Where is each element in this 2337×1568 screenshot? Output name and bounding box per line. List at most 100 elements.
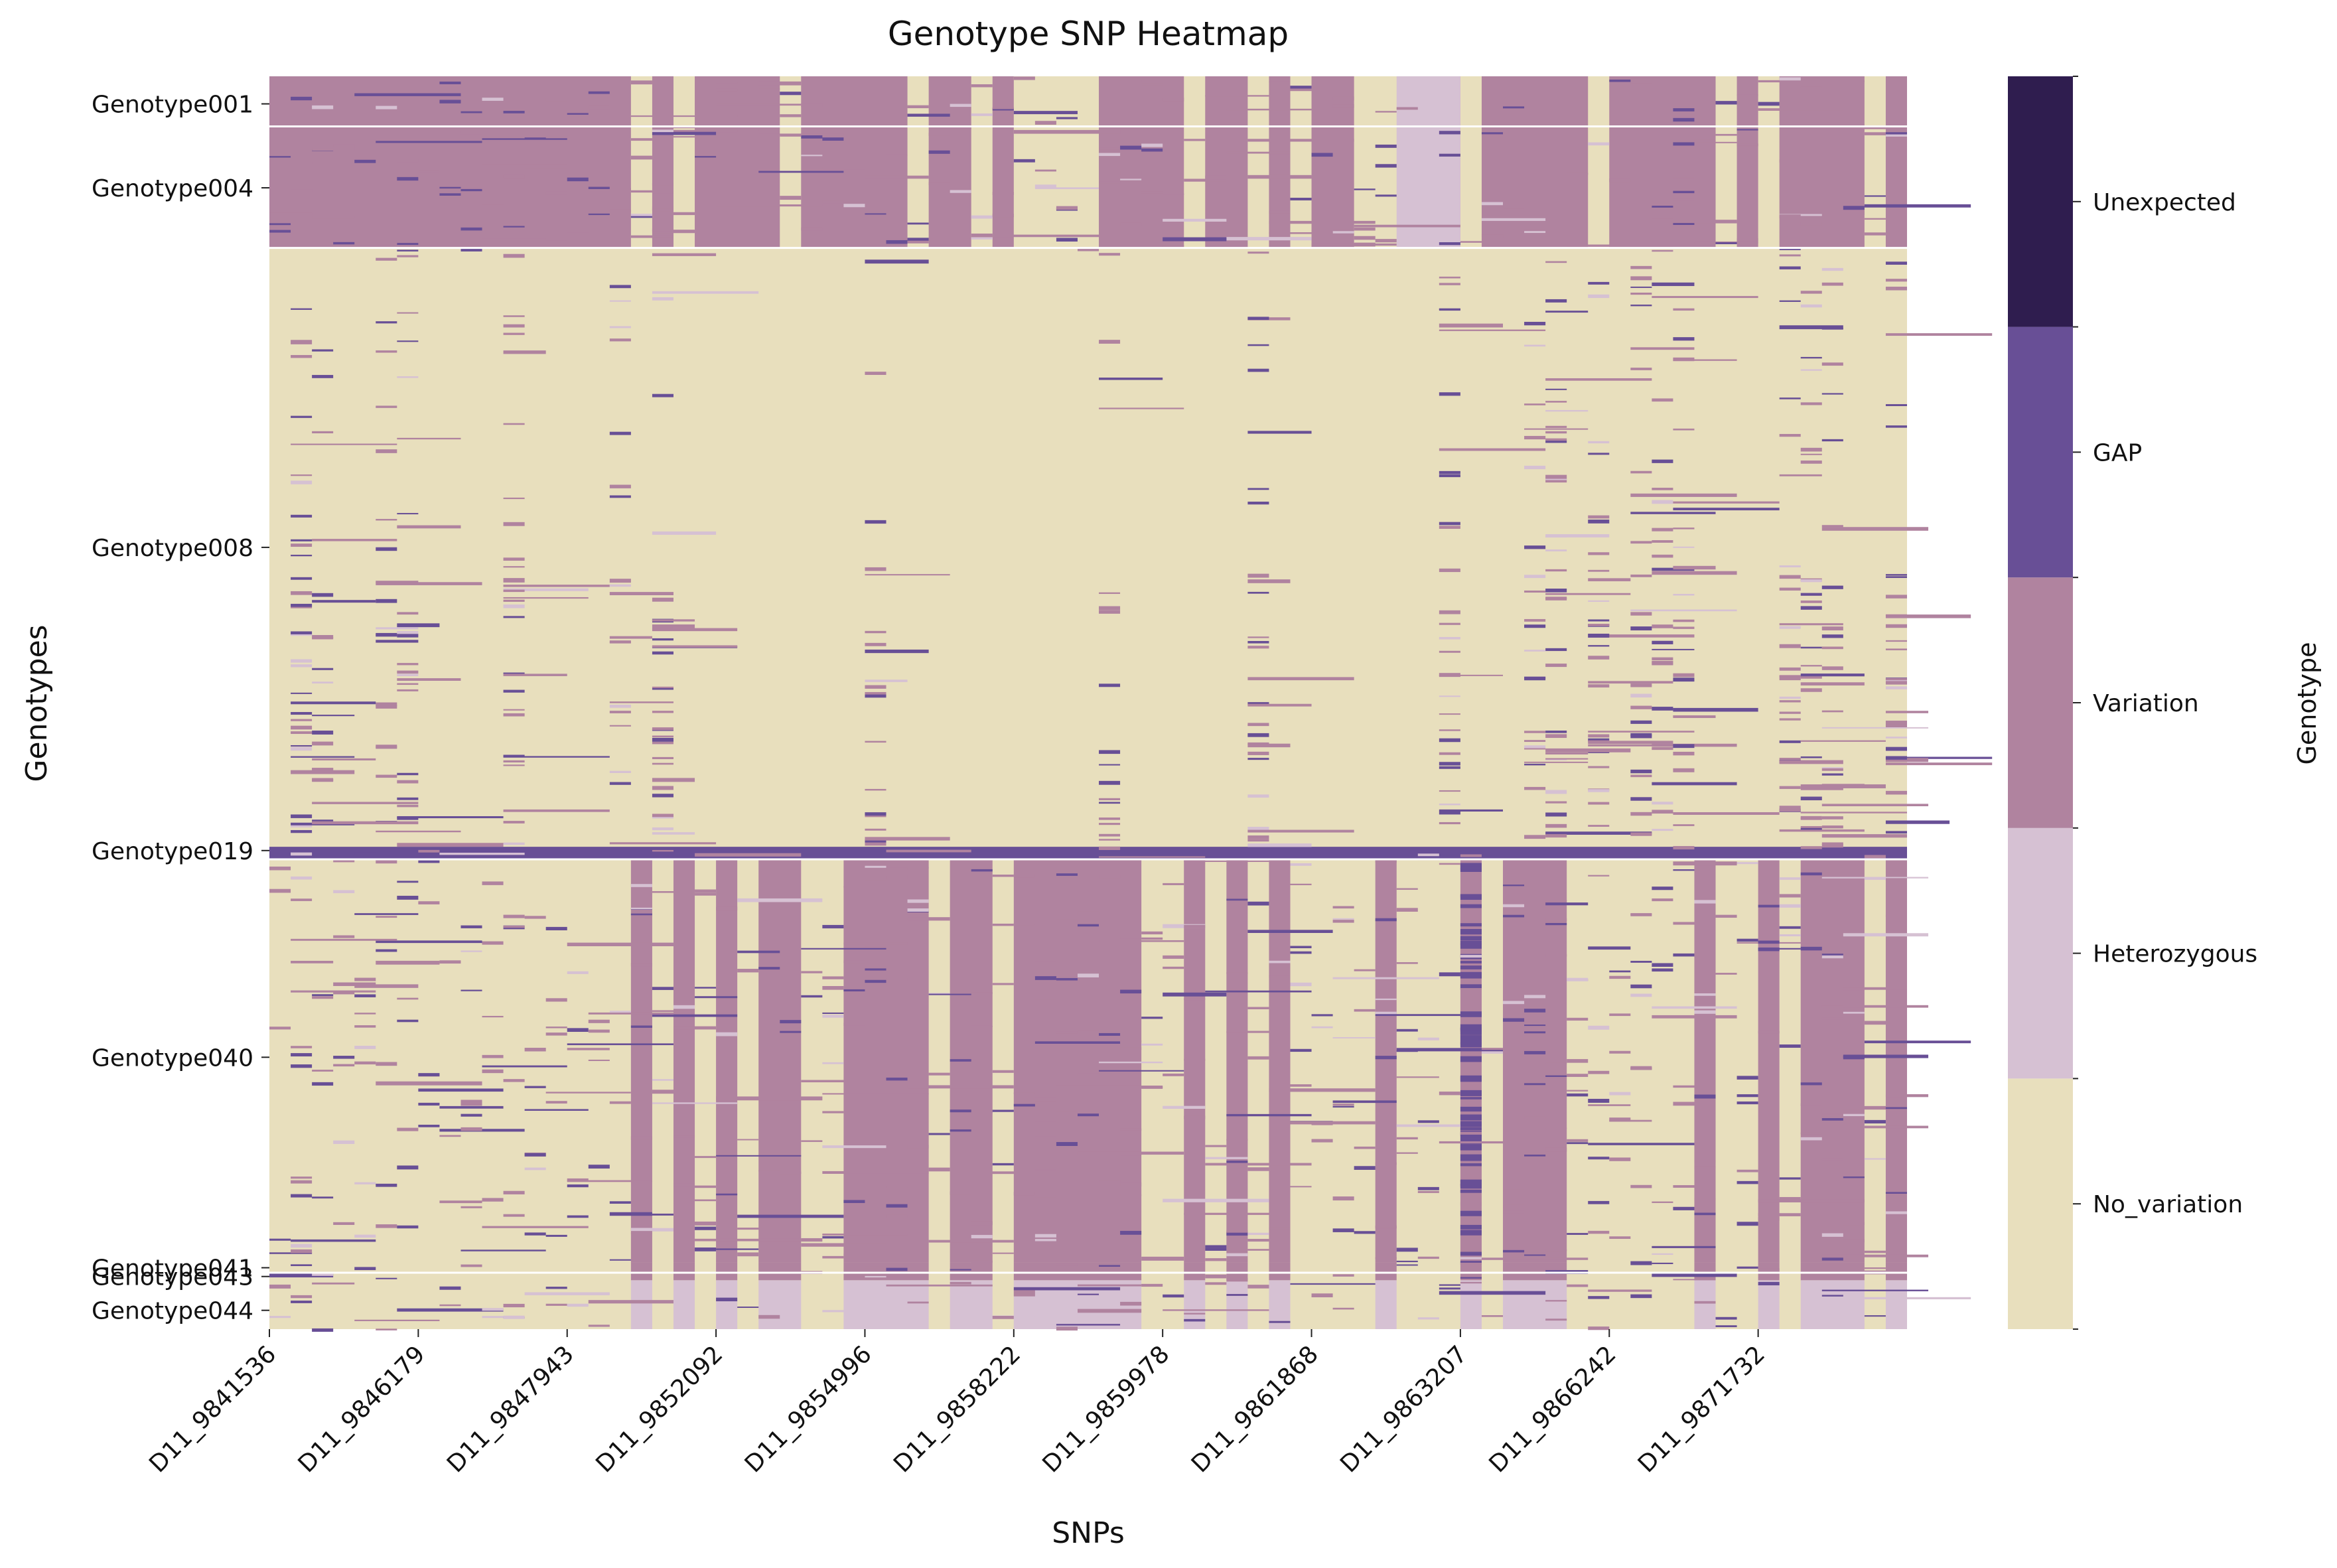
- heatmap-cell: [1630, 1066, 1652, 1070]
- heatmap-cell: [291, 631, 313, 635]
- heatmap-cell: [1715, 1317, 1737, 1320]
- heatmap-cell: [1120, 1154, 1142, 1156]
- heatmap-cell: [503, 1303, 525, 1308]
- heatmap-cell: [291, 876, 313, 880]
- heatmap-cell: [1885, 686, 1907, 689]
- heatmap-cell: [1545, 664, 1567, 668]
- heatmap-cell: [609, 640, 631, 643]
- heatmap-cell: [1652, 296, 1758, 299]
- heatmap-cell: [567, 1215, 589, 1218]
- heatmap-cell: [1226, 108, 1312, 111]
- heatmap-cell: [630, 216, 652, 218]
- heatmap-cell: [503, 589, 525, 593]
- heatmap-cell: [1460, 1184, 1482, 1189]
- heatmap-cell: [1588, 281, 1610, 285]
- heatmap-cell: [1800, 665, 1822, 667]
- heatmap-cell: [588, 1300, 673, 1304]
- heatmap-cell: [1588, 744, 1695, 747]
- heatmap-cell: [695, 996, 738, 999]
- heatmap-cell: [1800, 356, 1822, 359]
- heatmap-cell: [1567, 1017, 1589, 1021]
- heatmap-cell: [1885, 614, 1971, 618]
- heatmap-cell: [780, 1031, 802, 1033]
- heatmap-cell: [737, 1228, 780, 1230]
- heatmap-cell: [503, 1214, 525, 1217]
- heatmap-cell: [439, 1200, 482, 1204]
- heatmap-cell: [1673, 751, 1695, 756]
- heatmap-cell: [1013, 923, 1035, 926]
- heatmap-cell: [1545, 790, 1567, 794]
- heatmap-cell: [695, 1185, 717, 1188]
- heatmap-cell: [609, 326, 631, 328]
- heatmap-cell: [1736, 1180, 1758, 1184]
- heatmap-cell: [312, 741, 334, 746]
- heatmap-cell: [1821, 710, 1843, 713]
- heatmap-cell: [1163, 1105, 1206, 1109]
- heatmap-band: [1779, 76, 1865, 127]
- heatmap-cell: [1503, 1204, 1525, 1209]
- heatmap-cell: [1013, 1192, 1035, 1196]
- heatmap-cell: [1673, 546, 1695, 548]
- heatmap-cell: [1226, 1230, 1248, 1233]
- heatmap-cell: [780, 92, 802, 96]
- heatmap-cell: [1864, 1119, 1886, 1124]
- heatmap-cell: [524, 1086, 546, 1088]
- heatmap-cell: [1247, 501, 1269, 505]
- heatmap-cell: [1332, 1196, 1354, 1201]
- heatmap-cell: [1652, 216, 1673, 219]
- heatmap-cell: [1375, 918, 1397, 922]
- heatmap-cell: [1460, 241, 1482, 243]
- heatmap-cell: [1460, 1179, 1482, 1186]
- heatmap-cell: [567, 1184, 589, 1188]
- heatmap-cell: [1439, 650, 1460, 653]
- heatmap-cell: [1800, 86, 1822, 89]
- heatmap-cell: [1247, 1167, 1269, 1171]
- heatmap-cell: [1013, 1287, 1121, 1291]
- heatmap-cell: [376, 632, 397, 637]
- heatmap-cell: [609, 1212, 652, 1216]
- heatmap-band: [1375, 859, 1397, 1263]
- heatmap-cell: [1779, 77, 1801, 81]
- heatmap-cell: [1460, 923, 1482, 927]
- heatmap-cell: [1439, 1291, 1546, 1295]
- heatmap-cell: [1673, 528, 1695, 530]
- heatmap-cell: [1460, 1157, 1482, 1161]
- heatmap-cell: [503, 585, 610, 587]
- heatmap-cell: [1311, 245, 1333, 248]
- heatmap-cell: [482, 1316, 504, 1319]
- heatmap-cell: [1588, 634, 1695, 638]
- heatmap-cell: [397, 772, 419, 776]
- heatmap-cell: [865, 694, 886, 698]
- heatmap-cell: [1396, 1260, 1418, 1263]
- heatmap-cell: [630, 115, 738, 117]
- heatmap-cell: [1503, 106, 1525, 109]
- heatmap-cell: [1673, 359, 1737, 361]
- heatmap-cell: [609, 842, 717, 845]
- heatmap-cell: [291, 659, 313, 663]
- heatmap-cell: [418, 1073, 440, 1076]
- heatmap-cell: [1205, 990, 1312, 993]
- heatmap-cell: [971, 1025, 993, 1027]
- heatmap-cell: [291, 539, 313, 541]
- heatmap-cell: [1460, 1127, 1482, 1131]
- heatmap-cell: [1821, 816, 1843, 820]
- heatmap-cell: [1163, 98, 1184, 102]
- heatmap-cell: [1800, 688, 1822, 692]
- heatmap-cell: [609, 579, 631, 583]
- heatmap-cell: [376, 321, 397, 324]
- heatmap-cell: [524, 168, 567, 171]
- heatmap-cell: [1460, 944, 1482, 949]
- heatmap-cell: [291, 1053, 313, 1057]
- heatmap-cell: [652, 393, 673, 397]
- heatmap-cell: [1226, 1294, 1248, 1296]
- heatmap-cell: [1609, 1117, 1631, 1121]
- heatmap-cell: [1120, 1194, 1142, 1196]
- heatmap-cell: [1311, 1293, 1333, 1298]
- heatmap-cell: [801, 995, 823, 998]
- heatmap-cell: [737, 1139, 759, 1141]
- heatmap-cell: [1588, 624, 1610, 626]
- heatmap-cell: [269, 212, 313, 215]
- heatmap-cell: [1034, 1109, 1056, 1111]
- heatmap-cell: [312, 994, 334, 997]
- heatmap-cell: [1184, 924, 1206, 928]
